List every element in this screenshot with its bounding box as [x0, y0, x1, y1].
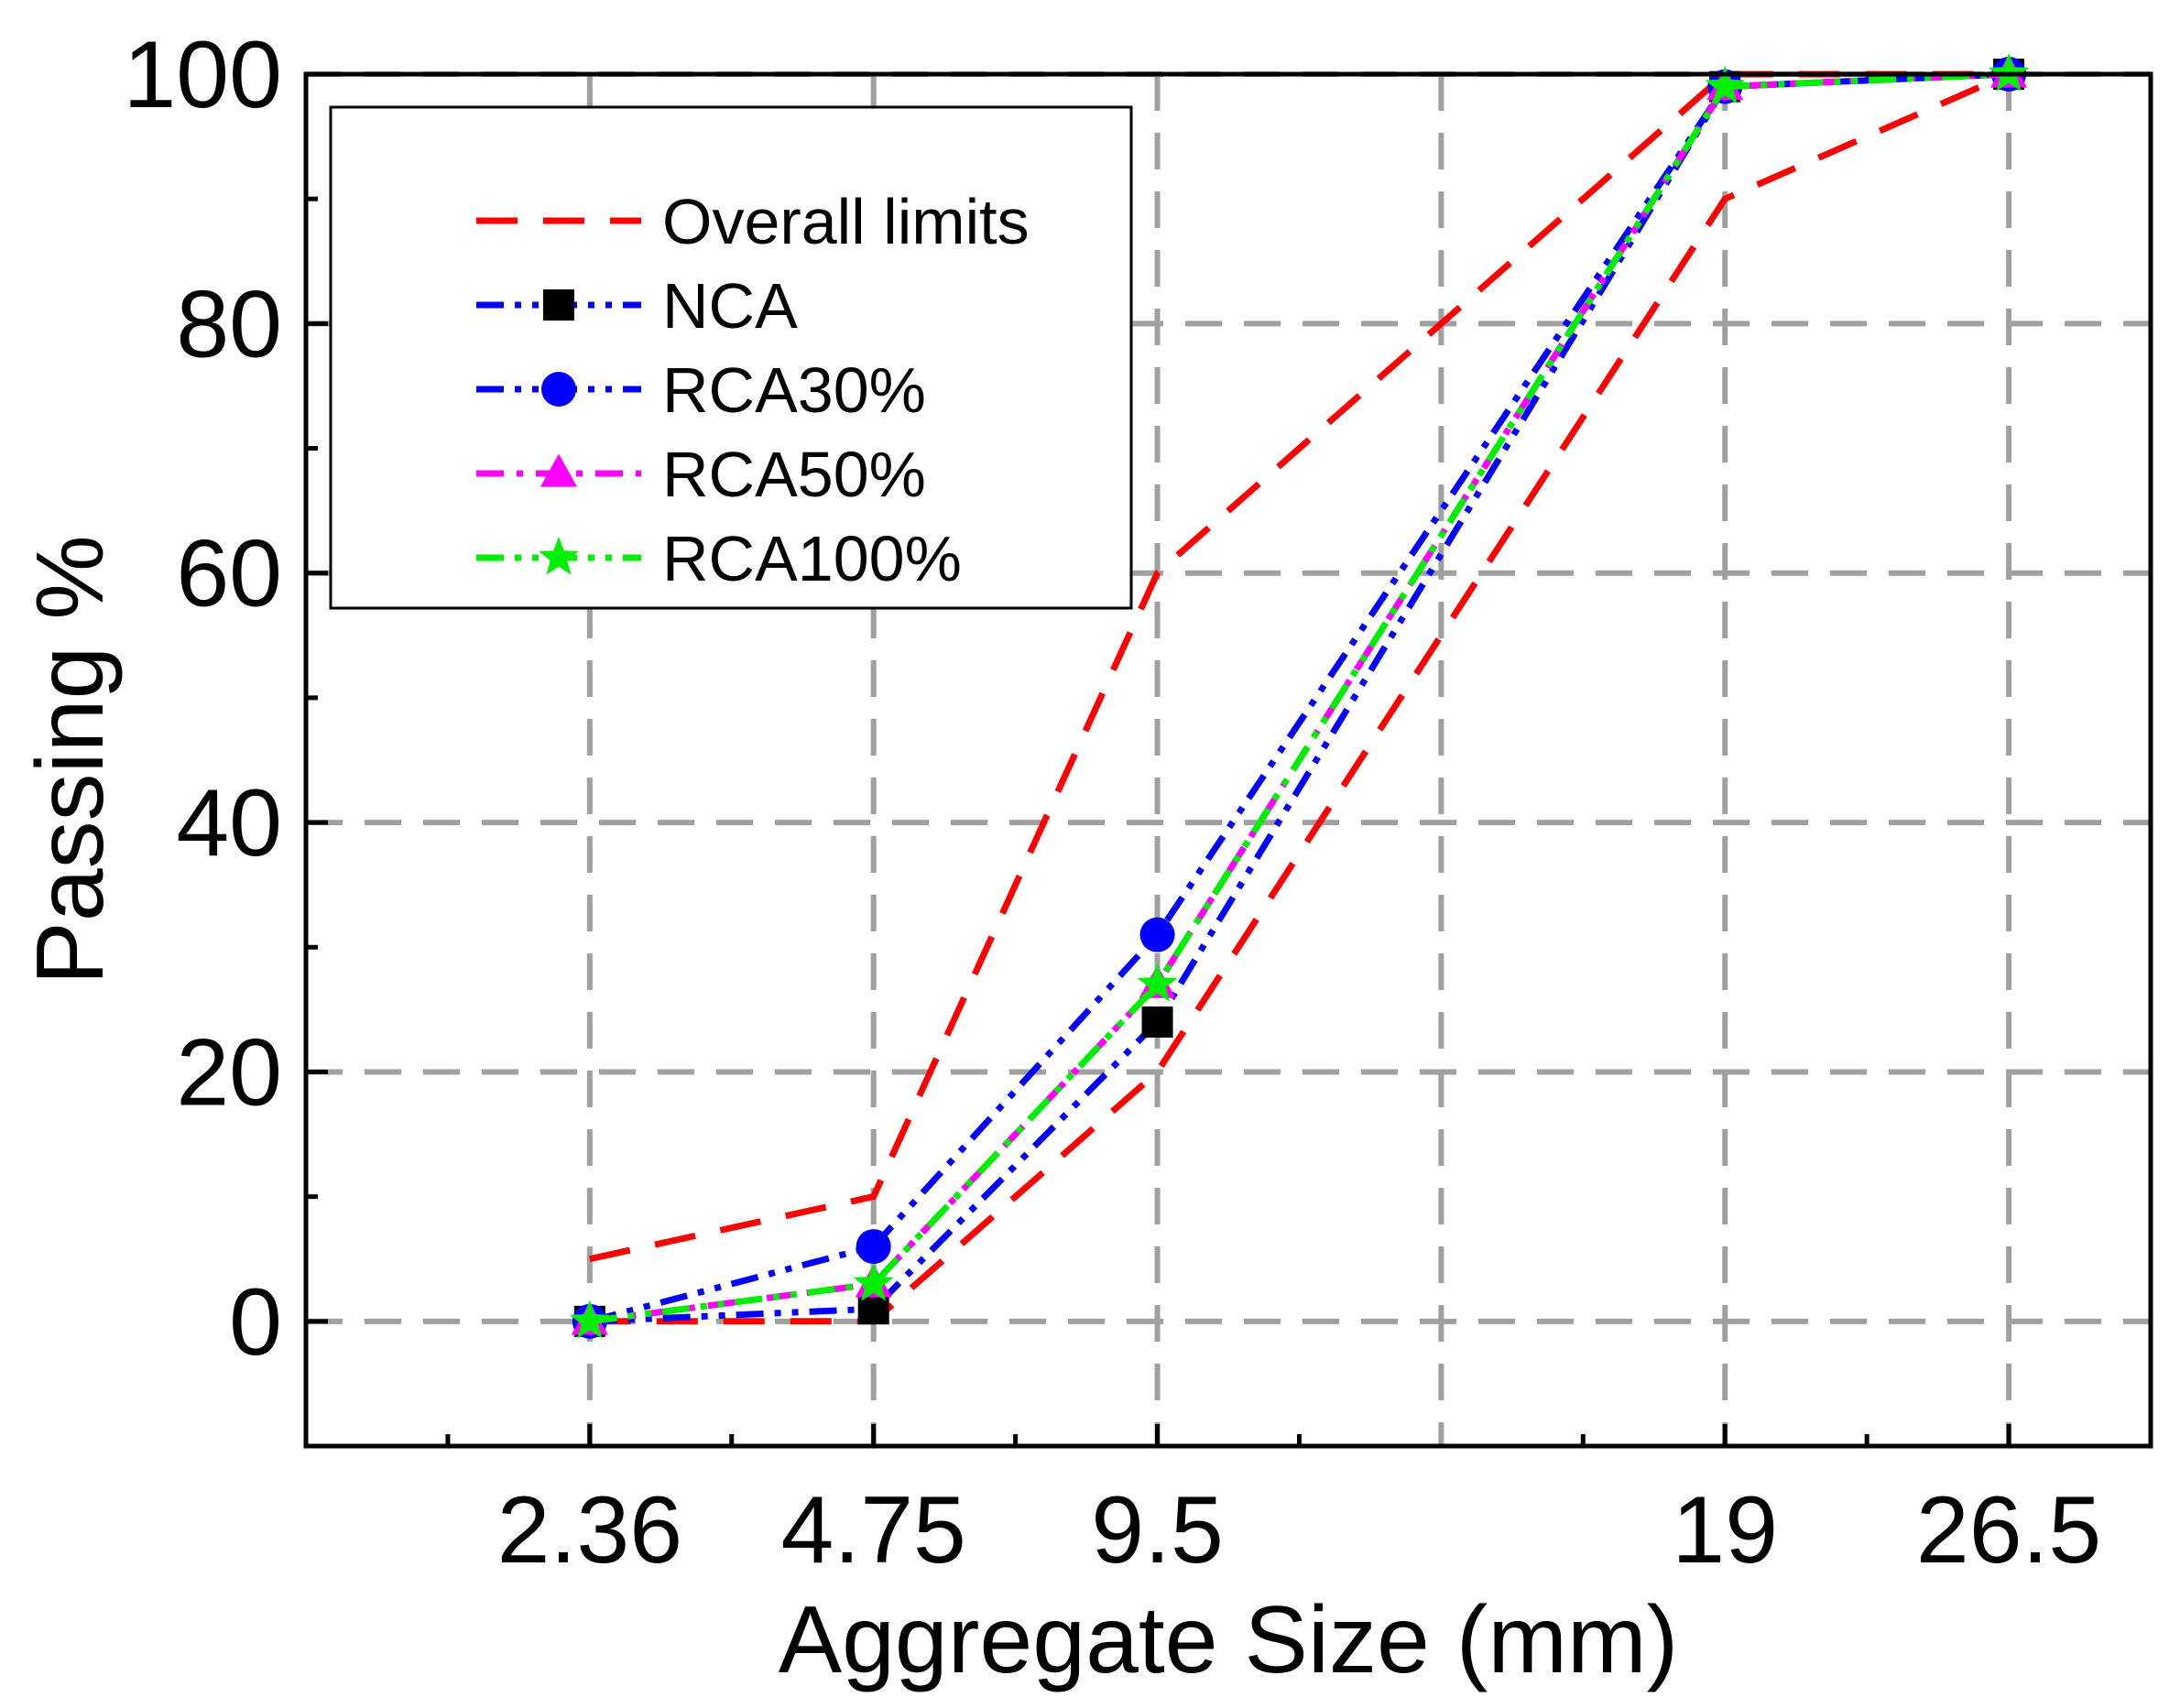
- legend-label: RCA100%: [662, 523, 962, 594]
- y-axis-title: Passing %: [17, 535, 124, 985]
- x-axis-title: Aggregate Size (mm): [779, 1587, 1679, 1693]
- y-tick-label: 80: [176, 271, 282, 377]
- x-tick-label: 4.75: [780, 1477, 965, 1583]
- legend-item: NCA: [476, 270, 798, 342]
- y-tick-label: 40: [176, 770, 282, 876]
- legend-item: RCA30%: [476, 354, 926, 426]
- legend-item: Overall limits: [476, 186, 1030, 257]
- circle-marker: [541, 372, 576, 407]
- legend-label: RCA50%: [662, 439, 926, 510]
- series-lower-limit: [589, 71, 2011, 1325]
- star-marker: [853, 1263, 894, 1301]
- legend-item: RCA100%: [476, 523, 962, 594]
- square-marker: [1141, 1006, 1173, 1038]
- y-tick-label: 0: [229, 1269, 282, 1376]
- star-marker: [570, 1300, 610, 1339]
- plot-frame: [303, 71, 2153, 1449]
- legend: Overall limits NCA RCA30% RCA50% RCA100%: [329, 105, 1133, 610]
- circle-marker: [1139, 917, 1175, 952]
- legend-label: NCA: [662, 270, 798, 342]
- x-tick-label: 26.5: [1916, 1477, 2101, 1583]
- x-tick-label: 19: [1672, 1477, 1778, 1583]
- tick-label-layer: 0 20 40 60 80 100 2.36 4.75 9.5 19 26.5: [123, 22, 2101, 1583]
- legend-label: RCA30%: [662, 354, 926, 426]
- star-marker: [1137, 963, 1178, 1002]
- tick-layer: [306, 71, 2011, 1449]
- x-tick-label: 2.36: [497, 1477, 682, 1583]
- square-marker: [543, 289, 574, 321]
- star-marker: [539, 537, 579, 575]
- legend-item: RCA50%: [476, 439, 926, 510]
- star-marker: [1705, 65, 1746, 104]
- series-line: [589, 71, 2011, 1325]
- circle-marker: [856, 1229, 891, 1265]
- y-tick-label: 20: [176, 1019, 282, 1126]
- y-tick-label: 60: [176, 521, 282, 627]
- legend-box: [329, 105, 1133, 610]
- legend-label: Overall limits: [662, 186, 1030, 257]
- x-tick-label: 9.5: [1091, 1477, 1224, 1583]
- triangle-marker: [540, 453, 577, 487]
- y-tick-label: 100: [123, 22, 282, 128]
